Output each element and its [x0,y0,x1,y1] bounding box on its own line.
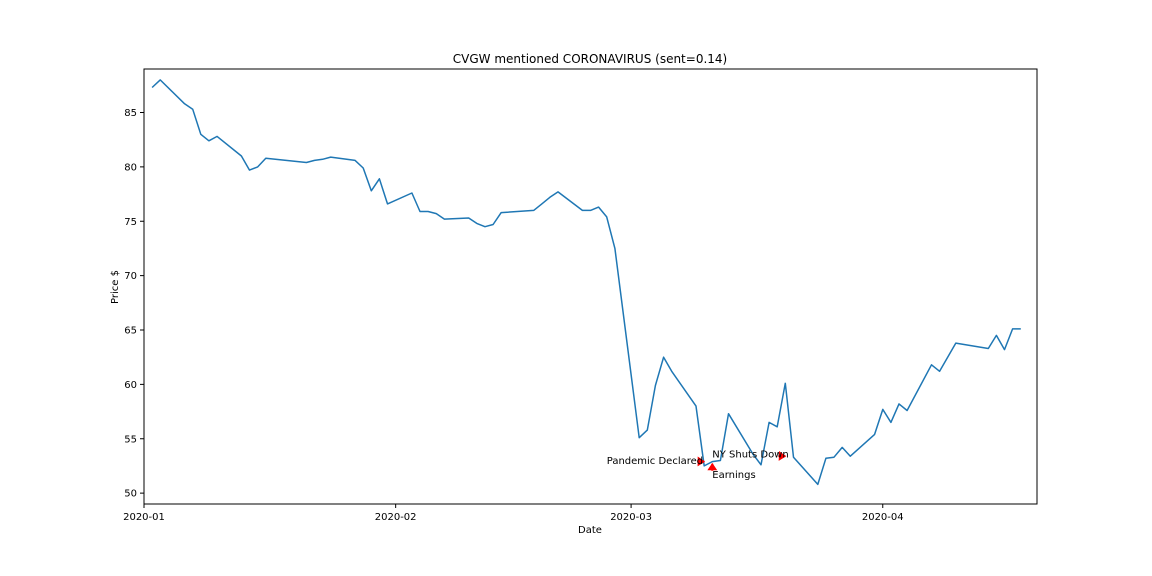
x-tick-label: 2020-02 [375,512,417,523]
y-tick-label: 60 [124,380,137,391]
annotation-label: Earnings [712,470,755,481]
annotation-arrowhead [778,451,787,461]
x-tick-label: 2020-04 [862,512,904,523]
chart-title: CVGW mentioned CORONAVIRUS (sent=0.14) [453,52,727,66]
plot-frame [143,68,1038,505]
x-tick-label: 2020-01 [123,512,165,523]
y-tick-label: 65 [124,326,137,337]
y-tick-label: 80 [124,162,137,173]
price-series-line [151,79,1021,486]
annotation-arrowhead [707,462,718,471]
annotation-arrowhead [697,456,706,467]
y-tick-label: 75 [124,217,137,228]
y-tick-label: 85 [124,108,137,119]
annotation-label: NY Shuts Down [712,449,788,460]
plot-area: 50 55 60 65 70 75 80 85 2020-01 2020-02 2020-03 202… [123,79,1021,523]
x-axis-label: Date [578,525,602,536]
y-tick-label: 55 [124,434,137,445]
x-tick-label: 2020-03 [610,512,652,523]
y-tick-label: 70 [124,271,137,282]
y-tick-label: 50 [124,489,137,500]
annotation-label: Pandemic Declared [607,456,703,467]
y-axis-label: Price $ [110,270,121,304]
